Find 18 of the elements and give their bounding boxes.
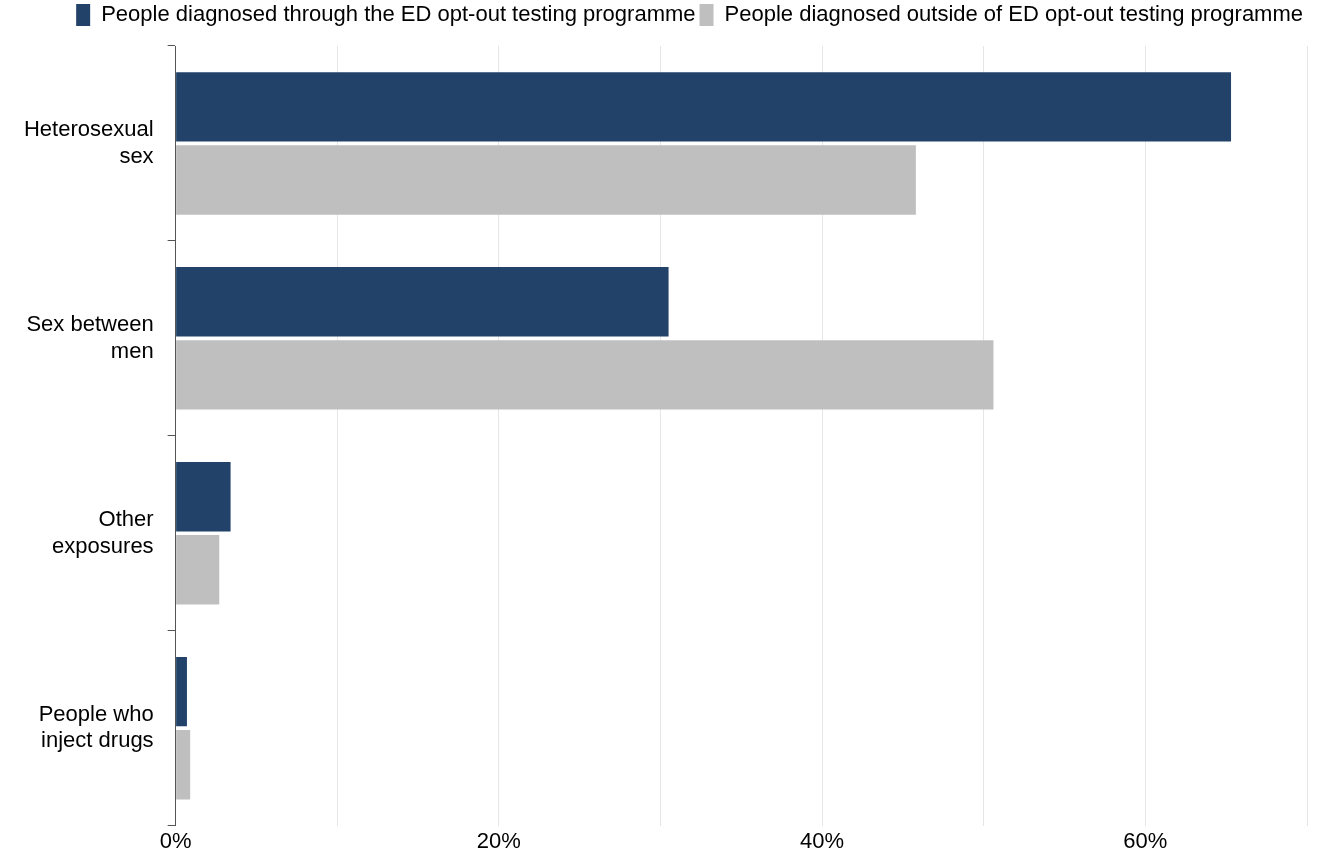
bar <box>176 729 191 800</box>
x-tick-label: 0% <box>159 827 192 853</box>
bar <box>176 145 916 215</box>
x-tick-label: 40% <box>800 827 845 853</box>
bar <box>176 267 669 337</box>
x-tick-label: 20% <box>476 827 521 853</box>
bar <box>176 535 220 605</box>
y-tick-label: Heterosexual sex <box>23 116 154 168</box>
legend-label: People diagnosed through the ED opt-out testing programme <box>101 1 696 27</box>
y-tick-label: Sex between men <box>26 311 154 363</box>
legend-label: People diagnosed outside of ED opt-out testing programme <box>724 1 1303 27</box>
bar <box>176 340 994 410</box>
bar <box>176 656 187 727</box>
bar <box>176 461 231 532</box>
y-tick-label: People who inject drugs <box>38 701 154 753</box>
x-tick-label: 60% <box>1123 827 1168 853</box>
bar <box>176 72 1232 142</box>
y-tick-label: Other exposures <box>52 506 154 558</box>
